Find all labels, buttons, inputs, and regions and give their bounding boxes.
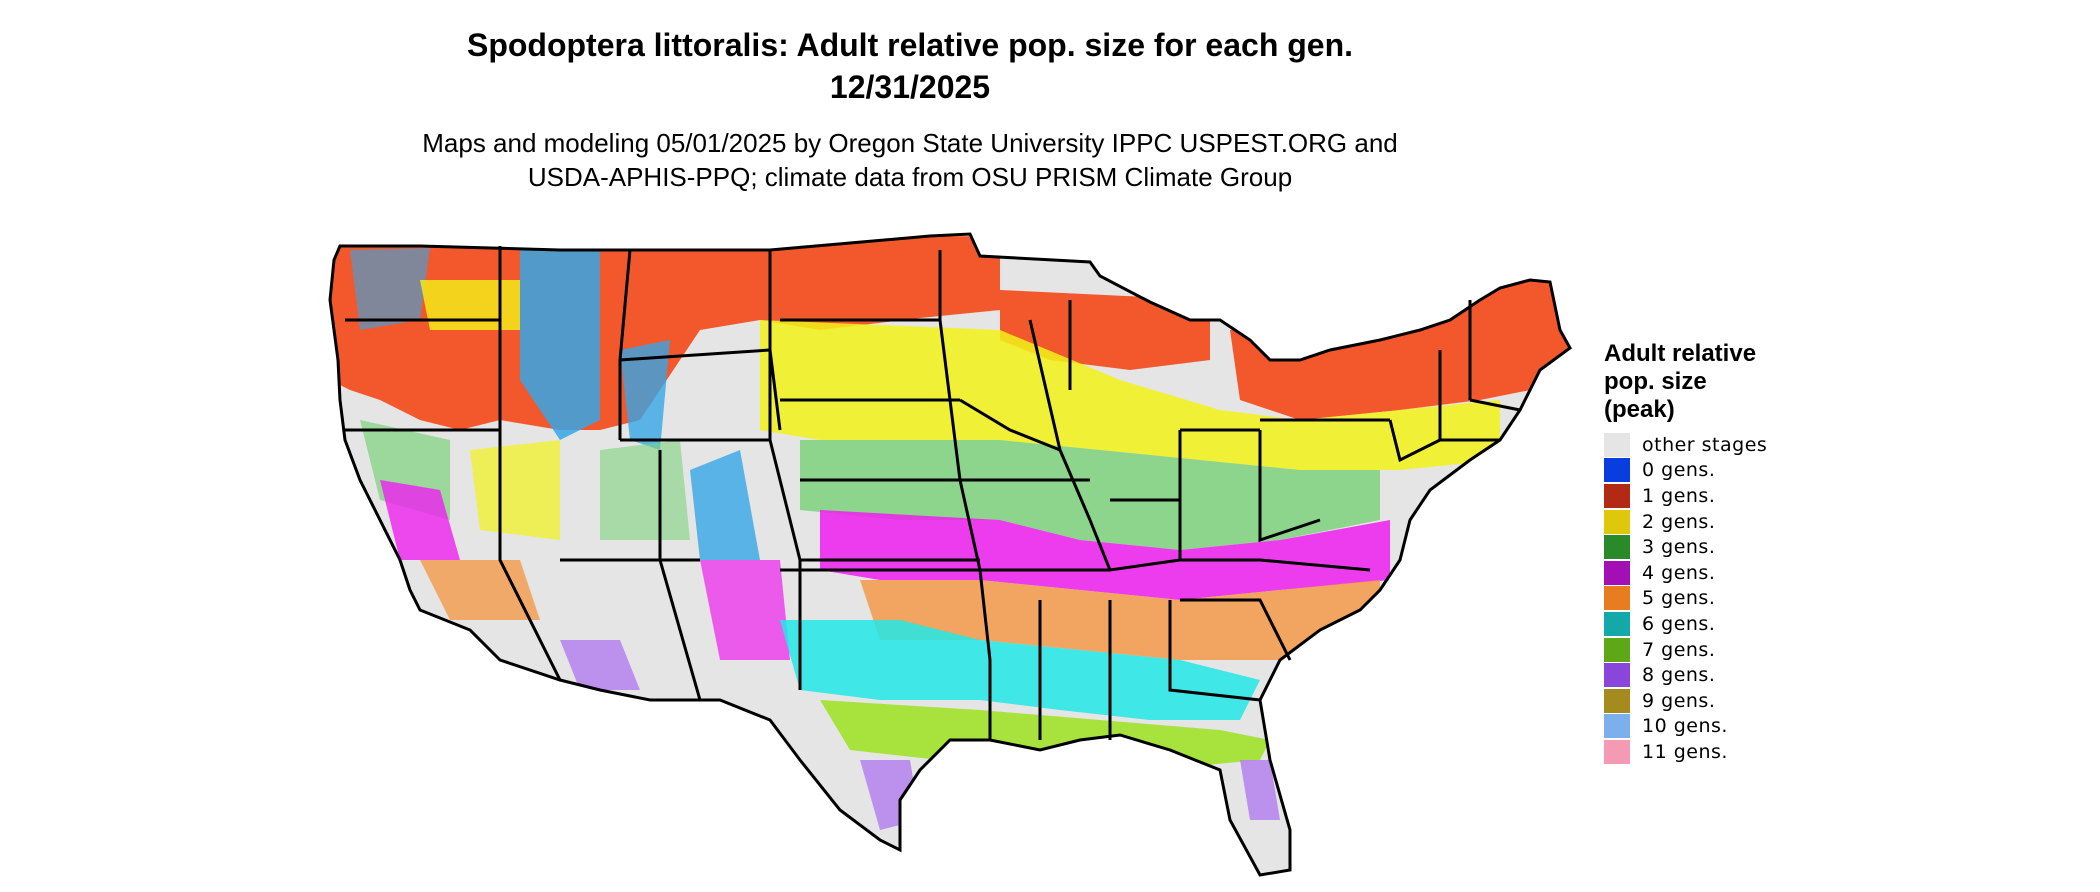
legend-swatch — [1604, 637, 1630, 662]
legend-label: 11 gens. — [1642, 740, 1728, 763]
legend-label: 9 gens. — [1642, 689, 1716, 712]
subtitle-line-1: Maps and modeling 05/01/2025 by Oregon S… — [422, 128, 1398, 158]
legend-item-4-gens: 4 gens. — [1604, 560, 1864, 586]
legend-swatch — [1604, 509, 1630, 534]
legend-item-6-gens: 6 gens. — [1604, 611, 1864, 637]
legend-swatch — [1604, 611, 1630, 636]
legend-swatch — [1604, 586, 1630, 611]
legend-swatch — [1604, 432, 1630, 457]
legend-item-0-gens: 0 gens. — [1604, 458, 1864, 484]
subtitle-line-2: USDA-APHIS-PPQ; climate data from OSU PR… — [527, 162, 1293, 192]
legend-title-line: pop. size — [1604, 368, 1707, 395]
map-subtitle: Maps and modeling 05/01/2025 by Oregon S… — [340, 126, 1480, 194]
zone-1-gen-great-lakes — [1000, 290, 1210, 370]
legend-label: 10 gens. — [1642, 715, 1728, 738]
zone-2-gen-utah — [470, 440, 560, 540]
legend-swatch — [1604, 714, 1630, 739]
zone-8-gen-arizona — [560, 640, 640, 690]
legend-item-5-gens: 5 gens. — [1604, 586, 1864, 612]
legend-items: other stages 0 gens. 1 gens. 2 gens. 3 g… — [1604, 432, 1864, 765]
zone-5-gen-california — [420, 560, 540, 620]
zone-10-gen-wyoming — [620, 340, 670, 450]
map-date: 12/31/2025 — [829, 69, 991, 105]
legend-label: 3 gens. — [1642, 536, 1716, 559]
legend-item-2-gens: 2 gens. — [1604, 509, 1864, 535]
zone-10-gen-colorado — [690, 450, 760, 560]
legend-label: 2 gens. — [1642, 510, 1716, 533]
zone-6-gen — [780, 620, 1260, 720]
legend-swatch — [1604, 688, 1630, 713]
zone-8-gen-florida — [1240, 760, 1280, 820]
map-title: Spodoptera littoralis: Adult relative po… — [466, 27, 1354, 63]
generation-zones — [330, 236, 1570, 830]
zone-3-gen — [800, 440, 1380, 550]
legend-label: 8 gens. — [1642, 664, 1716, 687]
legend-item-9-gens: 9 gens. — [1604, 688, 1864, 714]
us-map — [328, 232, 1572, 877]
zone-10-gen-idaho — [520, 240, 600, 440]
legend-item-7-gens: 7 gens. — [1604, 637, 1864, 663]
zone-1-gen-northeast — [1230, 270, 1570, 420]
legend-title-line: (peak) — [1604, 396, 1675, 423]
legend-swatch — [1604, 458, 1630, 483]
state-borders — [345, 246, 1521, 740]
legend: Adult relative pop. size (peak) other st… — [1604, 340, 1864, 765]
legend-label: other stages — [1642, 433, 1768, 456]
legend-label: 7 gens. — [1642, 638, 1716, 661]
legend-swatch — [1604, 483, 1630, 508]
legend-title: Adult relative pop. size (peak) — [1604, 340, 1864, 424]
legend-item-other-stages: other stages — [1604, 432, 1864, 458]
zone-4-gen-west — [380, 480, 460, 560]
legend-item-3-gens: 3 gens. — [1604, 534, 1864, 560]
zone-3-gen-colorado — [600, 440, 690, 540]
legend-label: 4 gens. — [1642, 561, 1716, 584]
zone-4-gen-nm — [700, 560, 790, 660]
legend-item-1-gens: 1 gens. — [1604, 483, 1864, 509]
legend-item-11-gens: 11 gens. — [1604, 739, 1864, 765]
legend-label: 1 gens. — [1642, 484, 1716, 507]
legend-label: 6 gens. — [1642, 612, 1716, 635]
legend-label: 0 gens. — [1642, 459, 1716, 482]
legend-item-10-gens: 10 gens. — [1604, 714, 1864, 740]
legend-swatch — [1604, 535, 1630, 560]
legend-title-line: Adult relative — [1604, 340, 1757, 367]
us-outline — [328, 232, 1572, 877]
legend-swatch — [1604, 663, 1630, 688]
chart-header: Spodoptera littoralis: Adult relative po… — [340, 24, 1480, 194]
legend-item-8-gens: 8 gens. — [1604, 662, 1864, 688]
legend-label: 5 gens. — [1642, 587, 1716, 610]
zone-2-gen-west — [420, 280, 520, 330]
zone-10-gen-washington — [350, 248, 430, 330]
legend-swatch — [1604, 560, 1630, 585]
legend-swatch — [1604, 739, 1630, 764]
